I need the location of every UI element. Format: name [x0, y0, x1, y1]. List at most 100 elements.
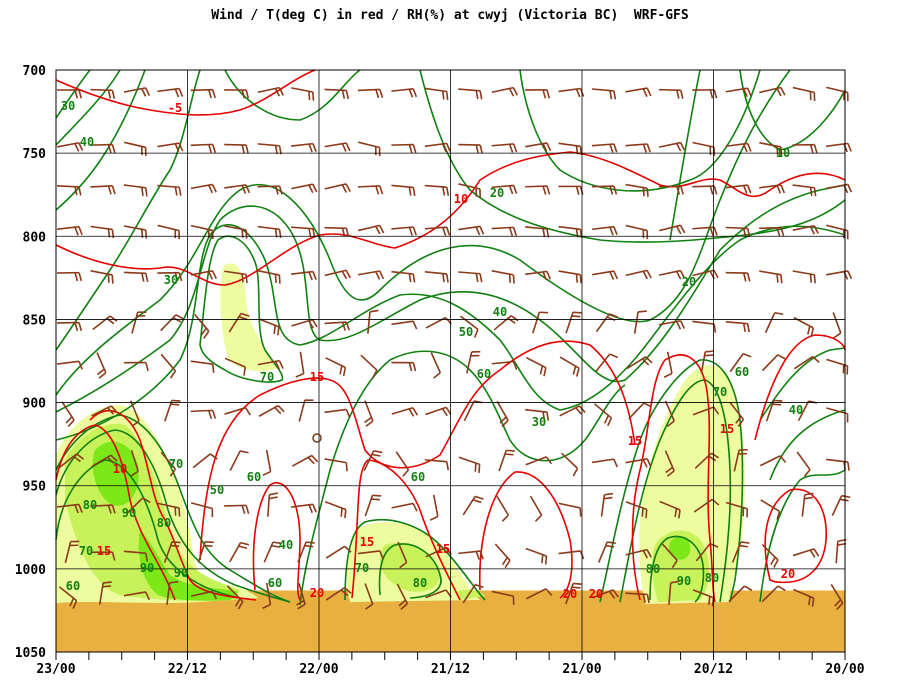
rh-fill-90-left-a [92, 441, 139, 506]
wind-barb [160, 353, 177, 379]
wind-barb [825, 142, 852, 153]
wind-barb [160, 451, 177, 477]
rh-label: 40 [80, 135, 94, 149]
wind-barb [367, 309, 379, 334]
wind-barb [98, 581, 112, 605]
x-tick-label: 20/12 [694, 662, 733, 677]
wind-barb [424, 459, 450, 471]
wind-barb [257, 143, 282, 155]
wind-barb [761, 585, 786, 603]
wind-barb [291, 142, 317, 153]
wind-barb [591, 143, 618, 153]
wind-barb [733, 448, 748, 472]
wind-barb [224, 184, 251, 194]
wind-barb [463, 400, 483, 422]
wind-barb [190, 409, 217, 420]
wind-barb [358, 141, 381, 157]
temperature-label: 20 [589, 587, 603, 601]
wind-barb [793, 588, 815, 607]
rh-contour [55, 69, 91, 119]
wind-barb [157, 224, 181, 240]
wind-barb [792, 86, 816, 102]
rh-label: 80 [413, 576, 427, 590]
wind-barb [257, 86, 284, 97]
wind-barb [160, 314, 184, 332]
x-tick-label: 21/00 [562, 662, 601, 677]
wind-barb [668, 580, 680, 605]
rh-label: 60 [268, 576, 282, 590]
wind-barb [792, 270, 816, 284]
wind-barb [224, 406, 251, 416]
wind-barb [625, 87, 652, 97]
wind-barb [64, 540, 80, 564]
wind-barb [595, 313, 618, 333]
wind-barb [700, 350, 714, 374]
rh-fill-80-mid [380, 542, 441, 592]
wind-barb [529, 495, 543, 522]
rh-contour [519, 69, 761, 192]
wind-barb [325, 545, 352, 559]
wind-barb [424, 87, 449, 101]
wind-barb [491, 86, 519, 97]
wind-barb [458, 456, 481, 474]
wind-barb [832, 312, 842, 339]
y-tick-label: 800 [23, 230, 47, 245]
wind-barb [91, 454, 118, 468]
wind-barb [291, 270, 317, 281]
wind-barb [157, 142, 184, 152]
wind-barb [258, 318, 280, 336]
temperature-label: 10 [454, 192, 468, 206]
temperature-label: 10 [113, 462, 127, 476]
temp-contour [252, 482, 301, 601]
wind-barb [759, 455, 787, 467]
station-marker [312, 433, 322, 443]
wind-barb [424, 184, 450, 196]
wind-barb [262, 582, 272, 609]
wind-barb [561, 452, 579, 477]
wind-barb [826, 270, 853, 280]
wind-barb [695, 542, 719, 562]
wind-barb [391, 320, 418, 330]
temperature-label: 15 [97, 544, 111, 558]
wind-barb [458, 225, 485, 236]
wind-barb [458, 183, 481, 198]
wind-barb [633, 310, 647, 334]
wind-barb [559, 356, 580, 377]
wind-barb [197, 540, 214, 563]
wind-barb [391, 270, 416, 283]
rh-label: 70 [169, 457, 183, 471]
wind-barb [462, 495, 484, 516]
wind-barb [190, 88, 216, 99]
wind-barb [826, 86, 849, 102]
wind-barb [430, 352, 442, 379]
wind-barbs [56, 86, 853, 610]
wind-barb [363, 400, 374, 427]
rh-label: 30 [61, 99, 75, 113]
wind-barb [126, 497, 151, 514]
wind-barb [257, 269, 281, 284]
rh-label: 70 [355, 561, 369, 575]
rh-label: 70 [79, 544, 93, 558]
wind-barb [761, 543, 779, 568]
wind-barb [190, 502, 214, 518]
wind-barb [190, 143, 217, 154]
y-tick-label: 700 [23, 64, 47, 79]
wind-barb [626, 356, 653, 370]
wind-barb [324, 458, 348, 472]
wind-barb [325, 357, 347, 377]
wind-barb [123, 361, 149, 372]
rh-contour [759, 347, 846, 421]
wind-barb [729, 352, 752, 373]
wind-barb [396, 583, 409, 610]
wind-barb [625, 143, 651, 153]
rh-label: 30 [532, 415, 546, 429]
temperature-label: 20 [310, 586, 324, 600]
wind-barb [190, 360, 215, 373]
wind-barb [458, 271, 483, 283]
wind-barb [58, 453, 85, 469]
wind-barb [525, 456, 553, 466]
wind-barb [594, 403, 613, 427]
wind-barb [830, 583, 844, 610]
wind-barb [625, 501, 648, 519]
rh-label: 80 [83, 498, 97, 512]
